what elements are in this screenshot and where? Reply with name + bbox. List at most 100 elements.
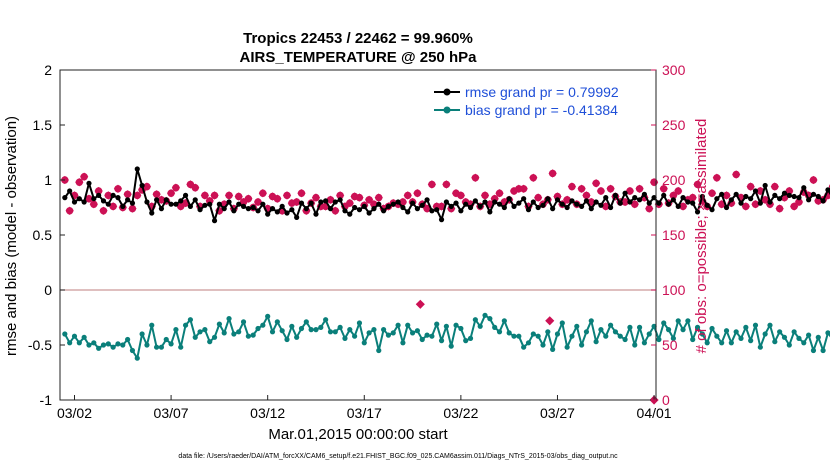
obs-assimilated-point bbox=[620, 197, 630, 207]
bias-series-point bbox=[786, 342, 792, 348]
legend-rmse-marker bbox=[443, 88, 451, 96]
obs-assimilated-point bbox=[427, 180, 437, 189]
rmse-series-point bbox=[250, 204, 256, 211]
obs-assimilated-point bbox=[693, 180, 702, 189]
rmse-series-point bbox=[153, 197, 160, 203]
obs-assimilated-point bbox=[364, 195, 374, 204]
bias-series-point bbox=[796, 335, 802, 341]
rmse-series-point bbox=[269, 206, 276, 212]
rmse-series-point bbox=[352, 204, 358, 211]
rmse-series-point bbox=[308, 200, 314, 206]
rmse-series-point bbox=[187, 203, 194, 209]
legend: rmse grand pr = 0.79992 bias grand pr = … bbox=[429, 78, 651, 122]
x-tick-label: 03/07 bbox=[154, 405, 189, 421]
obs-assimilated-point bbox=[775, 204, 784, 213]
rmse-series-point bbox=[100, 198, 107, 204]
rmse-series-point bbox=[521, 196, 527, 202]
bias-series-point bbox=[733, 329, 739, 335]
bias-series-point bbox=[419, 336, 425, 343]
bias-series-point bbox=[125, 336, 131, 343]
rmse-series-point bbox=[361, 203, 367, 209]
bias-series-point bbox=[762, 331, 768, 337]
rmse-series-point bbox=[303, 206, 309, 212]
bias-series-point bbox=[554, 331, 561, 337]
rmse-series-point bbox=[448, 203, 454, 209]
rmse-series-point bbox=[511, 203, 517, 209]
bias-series-point bbox=[96, 345, 102, 351]
obs-assimilated-point bbox=[645, 204, 654, 213]
bias-series-point bbox=[801, 340, 807, 346]
bias-series-point bbox=[540, 342, 546, 348]
bias-series-point bbox=[825, 330, 830, 336]
obs-assimilated-point bbox=[442, 180, 451, 189]
obs-assimilated-point bbox=[674, 186, 683, 196]
bias-series-point bbox=[704, 340, 710, 346]
x-tick-label: 04/01 bbox=[637, 405, 672, 421]
obs-assimilated-point bbox=[495, 189, 504, 198]
y-left-tick-label: 2 bbox=[44, 62, 52, 78]
rmse-series-point bbox=[419, 202, 425, 208]
x-tick-label: 03/02 bbox=[57, 405, 92, 421]
bias-series-point bbox=[149, 322, 155, 328]
obs-assimilated-point bbox=[471, 173, 480, 182]
rmse-series-point bbox=[501, 204, 507, 211]
bias-series-point bbox=[593, 339, 599, 345]
rmse-series-point bbox=[96, 192, 102, 198]
rmse-series-point bbox=[492, 199, 498, 205]
rmse-series-point bbox=[622, 190, 628, 196]
obs-assimilated-point bbox=[331, 206, 340, 215]
bias-series-point bbox=[777, 329, 783, 335]
legend-box bbox=[429, 78, 651, 122]
rmse-series-point bbox=[337, 197, 343, 203]
rmse-series-point bbox=[641, 191, 648, 197]
x-axis-ticks: 03/02 03/07 03/12 03/17 03/22 03/27 04/01 bbox=[57, 395, 672, 421]
rmse-series-point bbox=[612, 192, 619, 198]
rmse-series-point bbox=[139, 182, 145, 189]
bias-series-point bbox=[530, 331, 536, 337]
rmse-series-point bbox=[535, 204, 541, 211]
obs-assimilated-point bbox=[567, 182, 577, 191]
bias-series-point bbox=[139, 331, 145, 337]
rmse-series-point bbox=[607, 204, 614, 211]
rmse-series-point bbox=[748, 196, 754, 202]
rmse-series-point bbox=[525, 207, 532, 213]
y-right-tick-label: 0 bbox=[662, 392, 670, 408]
rmse-series-point bbox=[279, 203, 285, 209]
bias-series-point bbox=[178, 344, 184, 350]
bias-series-point bbox=[607, 322, 614, 328]
rmse-series-point bbox=[400, 204, 406, 211]
bias-series-point bbox=[772, 339, 778, 345]
rmse-series-point bbox=[685, 199, 691, 205]
rmse-series-point bbox=[458, 208, 464, 214]
bias-series-point bbox=[134, 355, 140, 361]
obs-assimilated-point bbox=[99, 206, 108, 215]
rmse-series-point bbox=[366, 210, 372, 216]
bias-series-point bbox=[521, 344, 527, 350]
rmse-series-point bbox=[516, 200, 522, 206]
rmse-series-point bbox=[240, 203, 247, 209]
bias-series-point bbox=[603, 333, 609, 339]
obs-assimilated-point bbox=[273, 194, 282, 203]
bias-series-point bbox=[260, 322, 266, 328]
rmse-series-point bbox=[806, 197, 812, 203]
bias-series-point bbox=[728, 340, 734, 346]
obs-assimilated-point bbox=[171, 183, 181, 192]
rmse-series-point bbox=[796, 195, 802, 201]
chart-title-line1: Tropics 22453 / 22462 = 99.960% bbox=[243, 30, 473, 47]
rmse-series-point bbox=[540, 202, 546, 208]
bias-series-point bbox=[76, 340, 82, 346]
rmse-series-point bbox=[380, 208, 387, 214]
rmse-series-point bbox=[67, 188, 73, 194]
rmse-series-point bbox=[289, 207, 295, 213]
bias-series-point bbox=[71, 333, 78, 339]
rmse-series-point bbox=[636, 197, 643, 203]
y-right-tick-label: 200 bbox=[662, 172, 686, 188]
bias-series-point bbox=[743, 324, 749, 330]
y-left-tick-label: 1.5 bbox=[33, 117, 53, 133]
rmse-series-point bbox=[313, 211, 319, 217]
rmse-series-point bbox=[791, 193, 797, 200]
bias-series-point bbox=[767, 322, 773, 328]
bias-series-point bbox=[675, 318, 681, 324]
rmse-series-point bbox=[71, 199, 78, 205]
obs-assimilated-point bbox=[625, 186, 635, 196]
